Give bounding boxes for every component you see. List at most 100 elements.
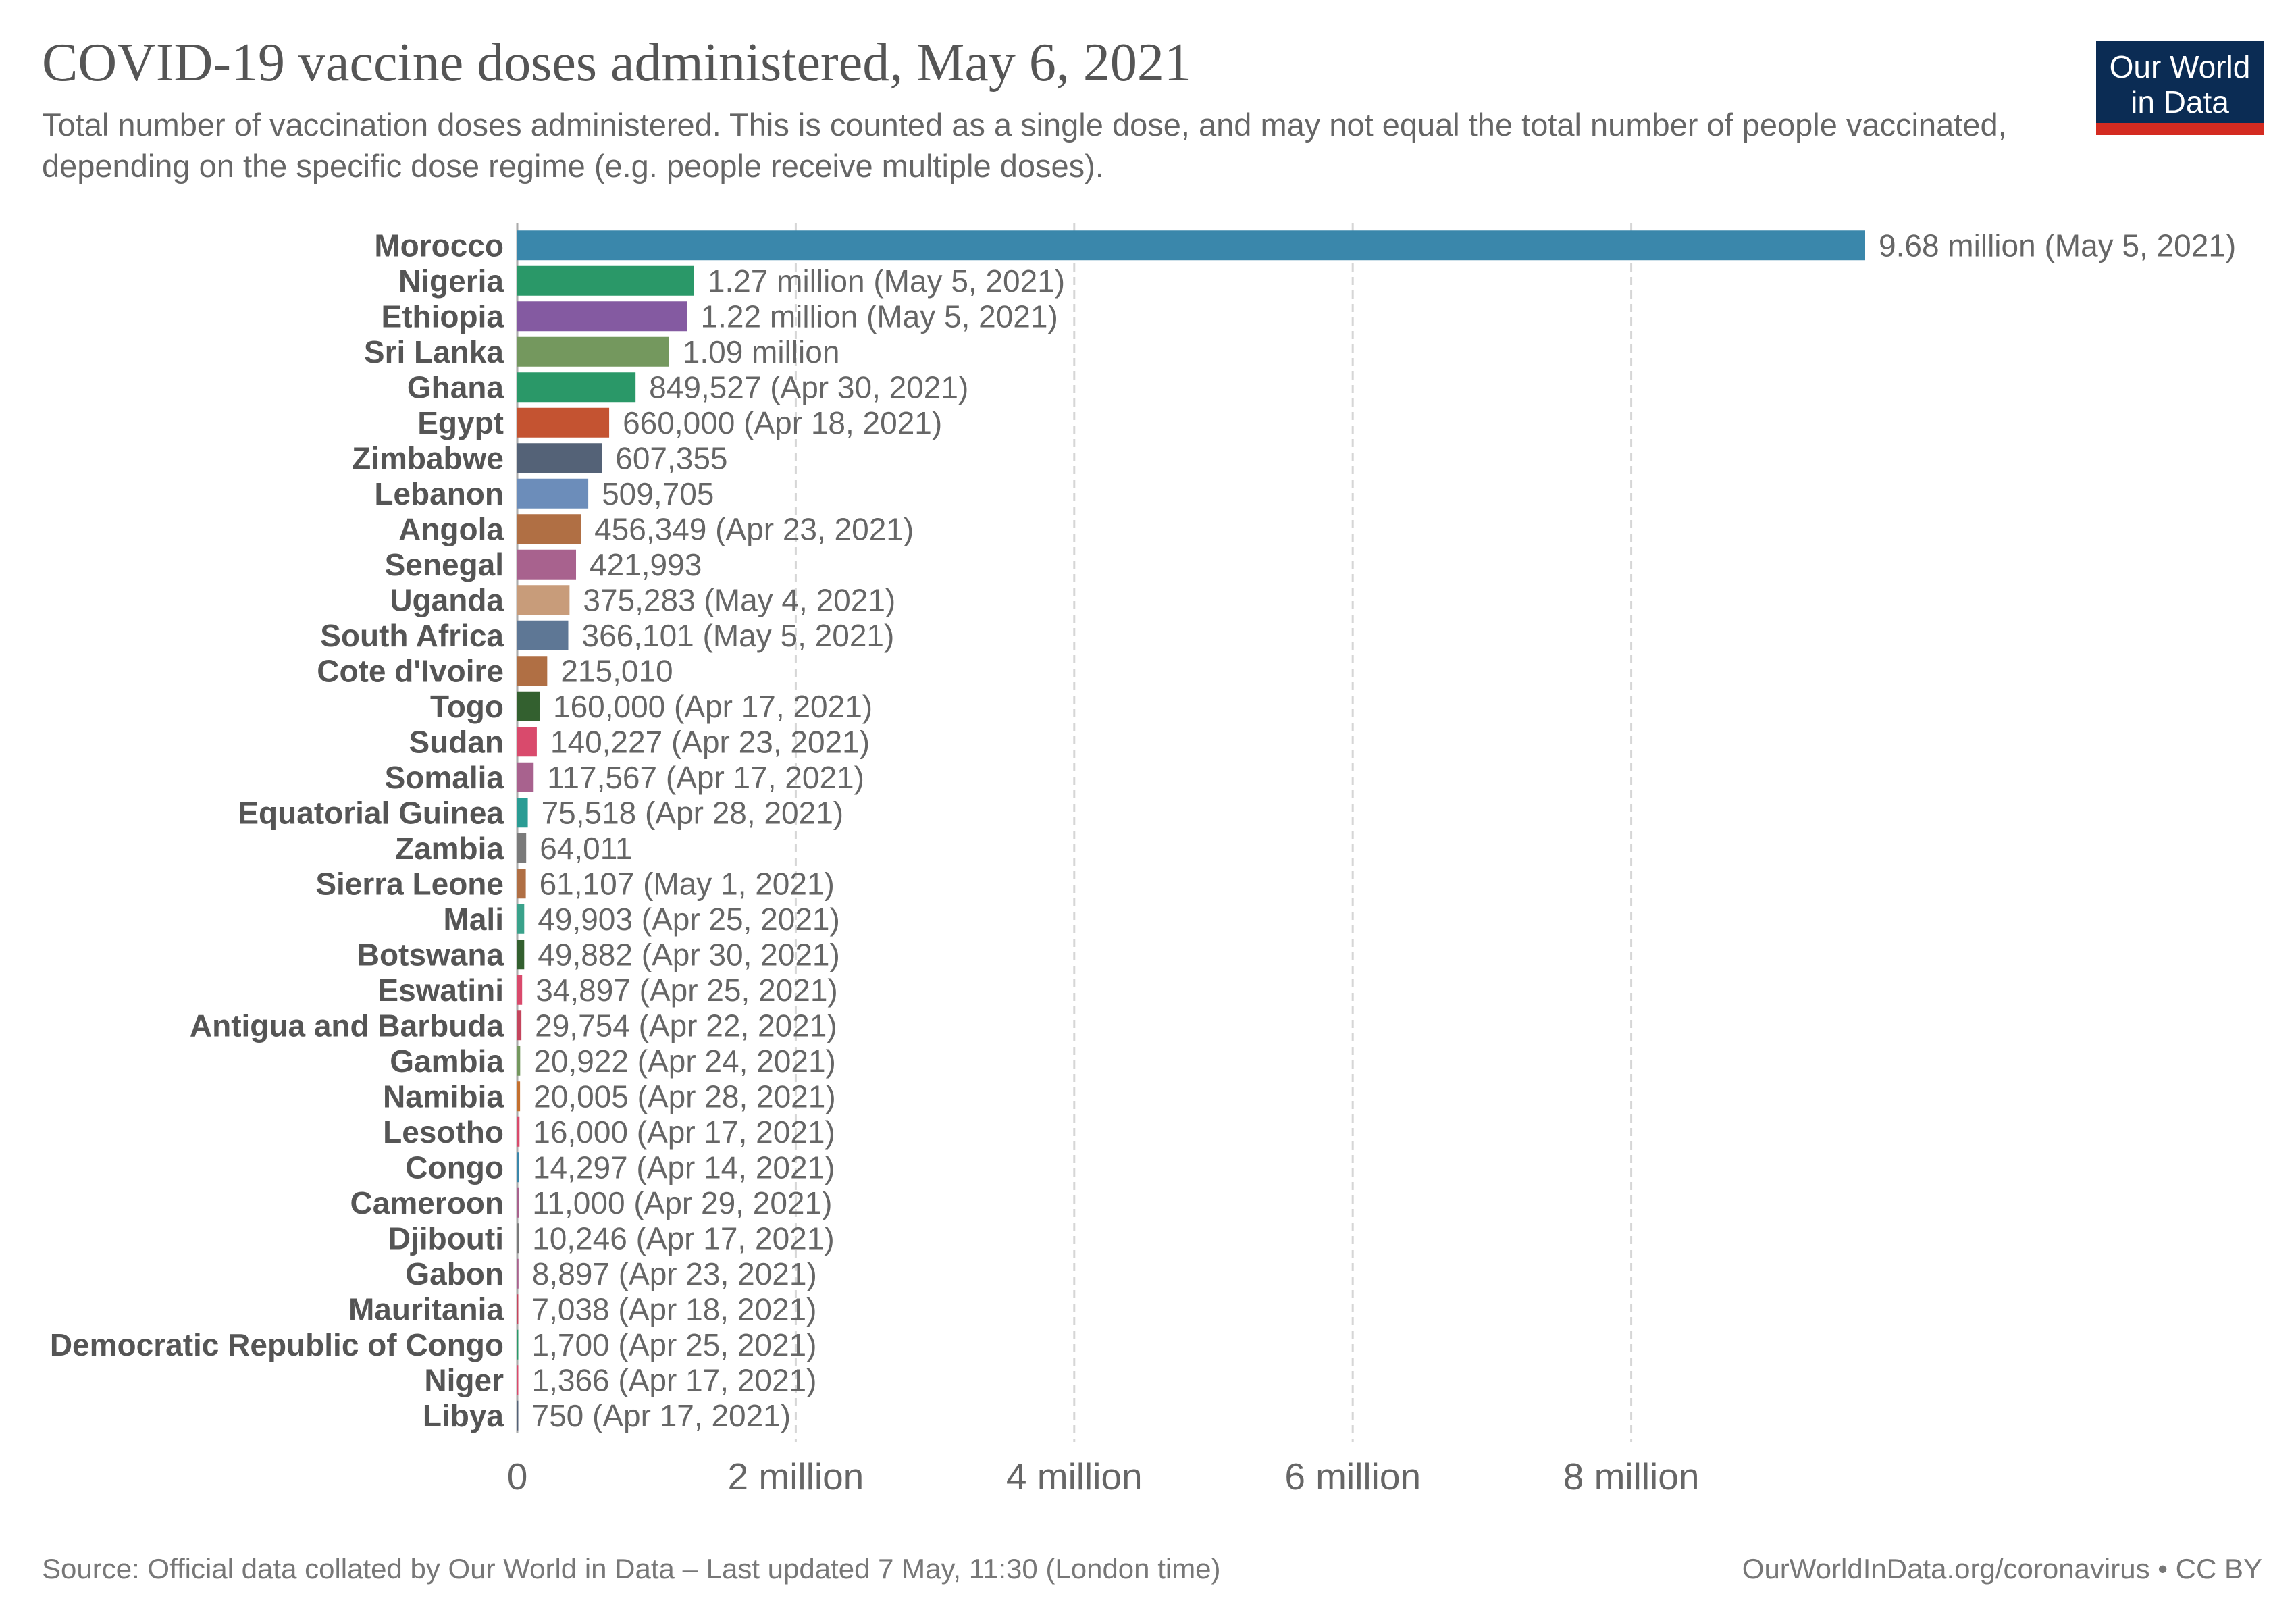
bar[interactable] xyxy=(517,1294,519,1324)
value-label: 375,283 (May 4, 2021) xyxy=(583,582,895,617)
bar-row[interactable]: Sierra Leone 61,107 (May 1, 2021) xyxy=(315,866,835,901)
bar-row[interactable]: Nigeria 1.27 million (May 5, 2021) xyxy=(398,263,1065,299)
bar-row[interactable]: South Africa 366,101 (May 5, 2021) xyxy=(320,618,894,653)
bar[interactable] xyxy=(517,620,569,650)
bar[interactable] xyxy=(517,514,581,544)
value-label: 1,700 (Apr 25, 2021) xyxy=(532,1327,817,1362)
bar[interactable] xyxy=(517,904,525,934)
bar[interactable] xyxy=(517,1010,522,1041)
x-tick-label-1: 2 million xyxy=(728,1456,864,1497)
bar-row[interactable]: Botswana 49,882 (Apr 30, 2021) xyxy=(357,937,840,972)
bar-row[interactable]: Ghana 849,527 (Apr 30, 2021) xyxy=(407,369,968,405)
bar[interactable] xyxy=(517,336,669,367)
bar[interactable] xyxy=(517,1400,519,1431)
bar[interactable] xyxy=(517,478,589,509)
value-label: 456,349 (Apr 23, 2021) xyxy=(594,511,914,546)
bar-row[interactable]: Mali 49,903 (Apr 25, 2021) xyxy=(444,902,840,937)
category-label: Senegal xyxy=(385,547,504,582)
bar[interactable] xyxy=(517,727,537,757)
category-label: Angola xyxy=(398,511,504,546)
category-label: Uganda xyxy=(390,582,504,617)
category-label: Democratic Republic of Congo xyxy=(50,1327,504,1362)
category-label: Mali xyxy=(444,902,504,937)
bar[interactable] xyxy=(517,230,1865,261)
bar-row[interactable]: Uganda 375,283 (May 4, 2021) xyxy=(390,582,895,617)
category-label: Cameroon xyxy=(350,1185,504,1220)
bar-row[interactable]: Equatorial Guinea 75,518 (Apr 28, 2021) xyxy=(238,795,843,830)
bar-row[interactable]: Djibouti 10,246 (Apr 17, 2021) xyxy=(388,1220,835,1256)
value-label: 49,903 (Apr 25, 2021) xyxy=(538,902,840,937)
bar-row[interactable]: Namibia 20,005 (Apr 28, 2021) xyxy=(383,1079,836,1114)
bar[interactable] xyxy=(517,798,528,828)
bar[interactable] xyxy=(517,975,523,1005)
bar[interactable] xyxy=(517,1187,519,1218)
bar-row[interactable]: Ethiopia 1.22 million (May 5, 2021) xyxy=(382,299,1058,334)
bar-row[interactable]: Zambia 64,011 xyxy=(395,831,633,866)
bar[interactable] xyxy=(517,691,540,721)
category-label: Zimbabwe xyxy=(352,440,504,475)
bar-row[interactable]: Gabon 8,897 (Apr 23, 2021) xyxy=(405,1256,816,1291)
bar-row[interactable]: Morocco 9.68 million (May 5, 2021) xyxy=(374,228,2236,263)
bar-row[interactable]: Libya 750 (Apr 17, 2021) xyxy=(423,1398,791,1433)
bar[interactable] xyxy=(517,549,577,580)
bar[interactable] xyxy=(517,585,570,615)
value-label: 1.09 million xyxy=(683,334,840,369)
bar[interactable] xyxy=(517,407,610,438)
owid-logo[interactable]: Our World in Data xyxy=(2096,41,2264,135)
value-label: 849,527 (Apr 30, 2021) xyxy=(649,369,968,405)
category-label: Gabon xyxy=(405,1256,504,1291)
bar-row[interactable]: Antigua and Barbuda 29,754 (Apr 22, 2021) xyxy=(190,1008,837,1043)
category-label: Libya xyxy=(423,1398,504,1433)
category-label: Morocco xyxy=(374,228,504,263)
value-label: 1,366 (Apr 17, 2021) xyxy=(532,1362,817,1397)
logo-line-1: Our World xyxy=(2109,49,2251,84)
bar[interactable] xyxy=(517,372,636,403)
bar-row[interactable]: Democratic Republic of Congo 1,700 (Apr 2… xyxy=(50,1327,817,1362)
bar-row[interactable]: Cameroon 11,000 (Apr 29, 2021) xyxy=(350,1185,833,1220)
value-label: 215,010 xyxy=(560,653,673,688)
bar[interactable] xyxy=(517,301,687,332)
bar-row[interactable]: Senegal 421,993 xyxy=(385,547,702,582)
bar[interactable] xyxy=(517,1329,519,1360)
bar-row[interactable]: Togo 160,000 (Apr 17, 2021) xyxy=(430,689,872,724)
bar[interactable] xyxy=(517,1223,519,1254)
bar-row[interactable]: Mauritania 7,038 (Apr 18, 2021) xyxy=(348,1291,817,1327)
value-label: 64,011 xyxy=(540,831,632,866)
bar[interactable] xyxy=(517,1365,519,1395)
bar-row[interactable]: Niger 1,366 (Apr 17, 2021) xyxy=(424,1362,816,1397)
value-label: 10,246 (Apr 17, 2021) xyxy=(532,1220,835,1256)
bar[interactable] xyxy=(517,443,602,473)
bar-row[interactable]: Cote d'Ivoire 215,010 xyxy=(317,653,673,688)
bar-row[interactable]: Angola 456,349 (Apr 23, 2021) xyxy=(398,511,914,546)
category-label: Djibouti xyxy=(388,1220,504,1256)
bar[interactable] xyxy=(517,869,526,899)
bar-row[interactable]: Lebanon 509,705 xyxy=(374,476,714,511)
category-label: Lebanon xyxy=(374,476,504,511)
category-label: Equatorial Guinea xyxy=(238,795,504,830)
x-tick-label-4: 8 million xyxy=(1563,1456,1700,1497)
bar[interactable] xyxy=(517,265,694,296)
bar-row[interactable]: Eswatini 34,897 (Apr 25, 2021) xyxy=(377,973,837,1008)
chart-title: COVID-19 vaccine doses administered, May… xyxy=(42,33,1191,93)
bar-row[interactable]: Sudan 140,227 (Apr 23, 2021) xyxy=(409,724,870,759)
bar-row[interactable]: Sri Lanka 1.09 million xyxy=(364,334,840,369)
bar[interactable] xyxy=(517,1046,521,1076)
value-label: 660,000 (Apr 18, 2021) xyxy=(623,405,942,440)
bar[interactable] xyxy=(517,1152,519,1183)
bar[interactable] xyxy=(517,1258,519,1289)
bar[interactable] xyxy=(517,762,534,792)
bar-row[interactable]: Gambia 20,922 (Apr 24, 2021) xyxy=(390,1044,836,1079)
bar-row[interactable]: Somalia 117,567 (Apr 17, 2021) xyxy=(385,760,864,795)
bar-row[interactable]: Lesotho 16,000 (Apr 17, 2021) xyxy=(383,1114,835,1150)
bar[interactable] xyxy=(517,656,548,686)
bar[interactable] xyxy=(517,1116,520,1147)
bar-row[interactable]: Egypt 660,000 (Apr 18, 2021) xyxy=(417,405,942,440)
category-label: Somalia xyxy=(385,760,504,795)
bar[interactable] xyxy=(517,1081,521,1112)
bar[interactable] xyxy=(517,833,527,863)
bar-row[interactable]: Zimbabwe 607,355 xyxy=(352,440,727,475)
bar-row[interactable]: Congo 14,297 (Apr 14, 2021) xyxy=(405,1150,835,1185)
license-link[interactable]: OurWorldInData.org/coronavirus • CC BY xyxy=(1742,1553,2262,1585)
bar[interactable] xyxy=(517,940,525,970)
